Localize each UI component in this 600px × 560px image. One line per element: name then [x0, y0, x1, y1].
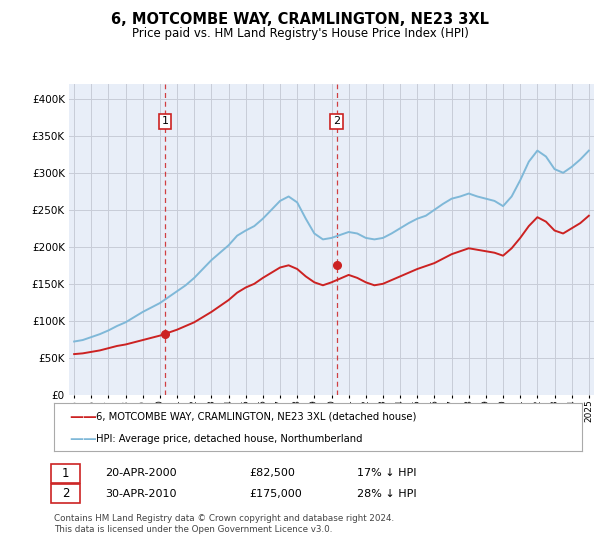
Text: 17% ↓ HPI: 17% ↓ HPI — [357, 468, 416, 478]
Text: 28% ↓ HPI: 28% ↓ HPI — [357, 489, 416, 499]
Text: HPI: Average price, detached house, Northumberland: HPI: Average price, detached house, Nort… — [96, 434, 362, 444]
Text: 30-APR-2010: 30-APR-2010 — [105, 489, 176, 499]
Text: 2: 2 — [62, 487, 69, 501]
Text: ——: —— — [69, 432, 97, 446]
Text: Price paid vs. HM Land Registry's House Price Index (HPI): Price paid vs. HM Land Registry's House … — [131, 27, 469, 40]
Text: 1: 1 — [62, 466, 69, 480]
Text: 20-APR-2000: 20-APR-2000 — [105, 468, 176, 478]
Text: 6, MOTCOMBE WAY, CRAMLINGTON, NE23 3XL (detached house): 6, MOTCOMBE WAY, CRAMLINGTON, NE23 3XL (… — [96, 412, 416, 422]
Text: 2: 2 — [333, 116, 340, 127]
Text: ——: —— — [69, 409, 97, 423]
Text: 1: 1 — [161, 116, 169, 127]
Text: 6, MOTCOMBE WAY, CRAMLINGTON, NE23 3XL: 6, MOTCOMBE WAY, CRAMLINGTON, NE23 3XL — [111, 12, 489, 27]
Text: £175,000: £175,000 — [249, 489, 302, 499]
Text: Contains HM Land Registry data © Crown copyright and database right 2024.
This d: Contains HM Land Registry data © Crown c… — [54, 514, 394, 534]
Text: £82,500: £82,500 — [249, 468, 295, 478]
